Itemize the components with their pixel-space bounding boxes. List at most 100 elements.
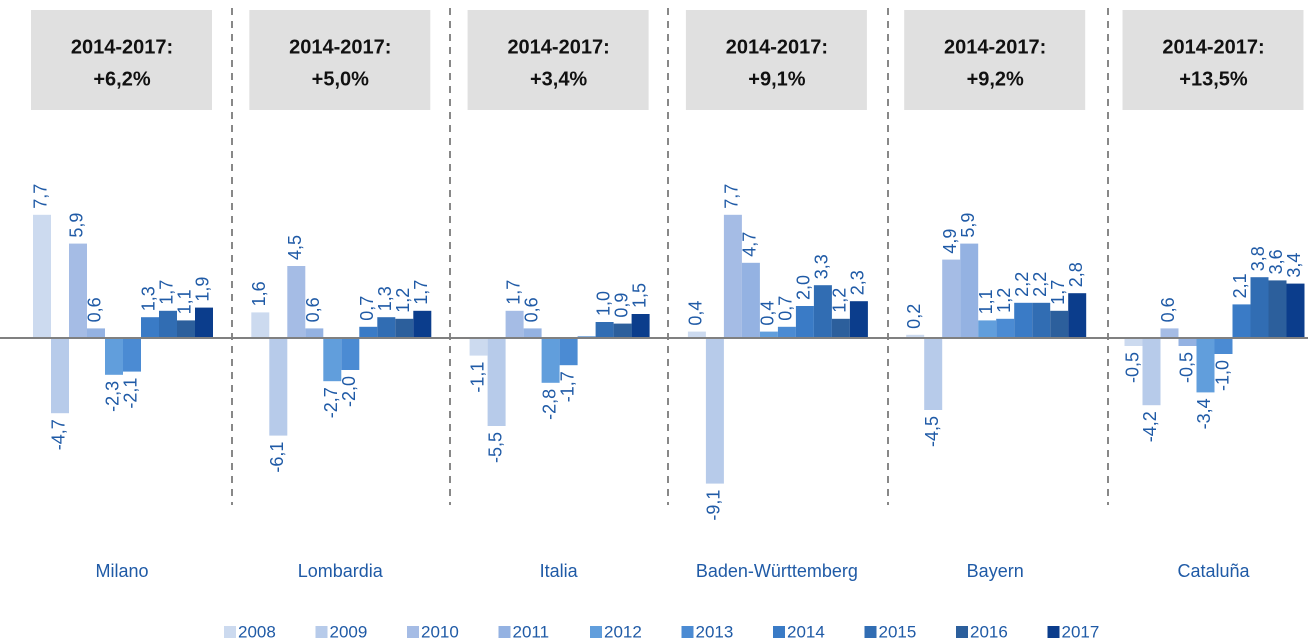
bar (377, 317, 396, 338)
value-label: -5,5 (485, 432, 505, 463)
value-label: 2,3 (848, 270, 868, 295)
bar (906, 334, 925, 338)
bar (813, 285, 832, 338)
bar (523, 328, 542, 338)
value-label: 0,6 (303, 297, 323, 322)
legend-swatch (773, 626, 785, 638)
legend-swatch (864, 626, 877, 638)
summary-value: +3,4% (530, 68, 587, 90)
bar (978, 320, 997, 338)
bar (487, 338, 506, 426)
bar (1250, 277, 1269, 338)
bar (287, 266, 306, 338)
bar (177, 320, 195, 338)
summary-value: +13,5% (1179, 68, 1248, 90)
legend-swatch (498, 626, 511, 638)
summary-box (249, 10, 431, 110)
legend-swatch (590, 626, 602, 638)
value-label: -2,7 (321, 387, 341, 418)
value-label: 0,7 (357, 296, 377, 321)
legend-label: 2013 (696, 622, 734, 641)
value-label: 2,2 (1012, 272, 1032, 297)
bar (195, 307, 213, 338)
legend-label: 2016 (970, 622, 1008, 641)
bar (1286, 283, 1305, 338)
summary-value: +9,2% (967, 68, 1024, 90)
value-label: 4,7 (740, 232, 760, 257)
summary-value: +9,1% (748, 68, 805, 90)
bar (505, 310, 524, 338)
summary-value: +6,2% (93, 68, 150, 90)
value-label: 5,9 (958, 213, 978, 238)
bar (595, 322, 614, 338)
value-label: 0,6 (1158, 297, 1178, 322)
bar (1014, 302, 1033, 338)
legend-swatch (407, 626, 419, 638)
bar (1160, 328, 1179, 338)
legend-label: 2015 (879, 622, 917, 641)
bar (33, 214, 51, 338)
bar (559, 338, 578, 366)
value-label: -3,4 (1194, 398, 1214, 429)
bar (613, 323, 632, 338)
category-label: Baden-Württemberg (696, 561, 858, 581)
value-label: 1,9 (193, 277, 213, 302)
value-label: 5,9 (67, 213, 87, 238)
category-label: Italia (540, 561, 579, 581)
summary-label: 2014-2017: (726, 36, 828, 58)
value-label: 1,7 (411, 280, 431, 305)
value-label: -0,5 (1122, 352, 1142, 383)
value-label: 1,2 (830, 288, 850, 313)
value-label: 3,6 (1266, 249, 1286, 274)
bar (795, 306, 814, 338)
legend-label: 2010 (421, 622, 459, 641)
separators (231, 8, 1109, 505)
value-label: 0,9 (611, 293, 631, 318)
legend-label: 2017 (1062, 622, 1100, 641)
bar (1032, 302, 1051, 338)
summary-label: 2014-2017: (289, 36, 391, 58)
bar (777, 326, 796, 338)
bar (469, 338, 488, 356)
bar (1142, 338, 1161, 406)
legend-label: 2014 (787, 622, 825, 641)
legend-label: 2012 (604, 622, 642, 641)
value-label: 1,1 (175, 289, 195, 314)
value-label: 0,6 (85, 297, 105, 322)
category-label: Bayern (967, 561, 1024, 581)
value-label: 3,8 (1248, 246, 1268, 271)
bar (741, 262, 760, 338)
bar (1196, 338, 1215, 393)
legend-label: 2011 (513, 622, 550, 641)
value-label: -1,1 (467, 362, 487, 393)
value-label: 7,7 (722, 184, 742, 209)
bar (759, 331, 778, 338)
bar (1268, 280, 1287, 338)
bar (69, 243, 87, 338)
summary-label: 2014-2017: (71, 36, 173, 58)
bar (413, 310, 432, 338)
value-label: 1,7 (1048, 280, 1068, 305)
value-label: -2,8 (539, 389, 559, 420)
bar (960, 243, 979, 338)
value-label: 2,0 (794, 275, 814, 300)
bar (159, 310, 177, 338)
bar (849, 301, 868, 338)
summary-label: 2014-2017: (944, 36, 1046, 58)
legend-swatch (1047, 626, 1060, 638)
legend-label: 2008 (238, 622, 276, 641)
bar (1050, 310, 1069, 338)
bar (1124, 338, 1143, 346)
bar (395, 318, 414, 338)
bar (305, 328, 324, 338)
bar (87, 328, 105, 338)
bar (359, 326, 378, 338)
legend-swatch (315, 626, 328, 638)
value-label: -2,3 (103, 381, 123, 412)
legend-swatch (224, 626, 236, 638)
summary-box (685, 10, 867, 110)
value-label: 1,6 (249, 281, 269, 306)
bar (1068, 293, 1087, 338)
category-label: Milano (95, 561, 148, 581)
summary-box (904, 10, 1086, 110)
